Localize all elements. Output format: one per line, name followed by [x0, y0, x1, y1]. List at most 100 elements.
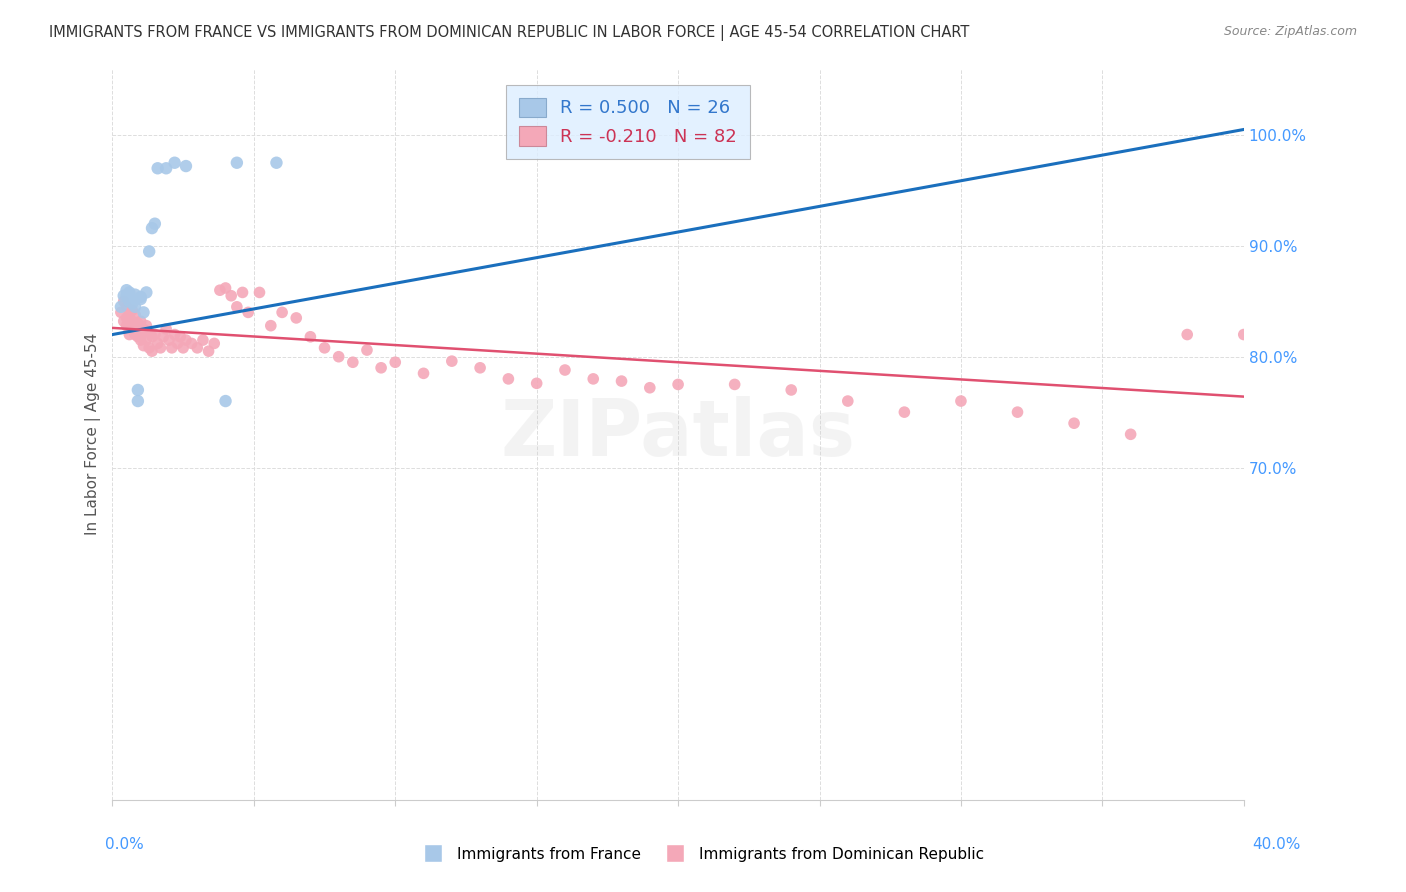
Text: ZIPatlas: ZIPatlas: [501, 396, 856, 472]
Point: [238, 305, 260, 319]
Point: [132, 305, 155, 319]
Point: [132, 338, 155, 352]
Point: [260, 318, 283, 333]
Point: [225, 155, 247, 169]
Point: [115, 300, 138, 314]
Point: [285, 310, 308, 325]
Point: [1007, 405, 1029, 419]
Point: [370, 360, 392, 375]
Point: [225, 300, 247, 314]
Point: [582, 372, 605, 386]
Point: [138, 244, 160, 259]
Point: [666, 377, 689, 392]
Point: [110, 305, 132, 319]
Point: [157, 333, 180, 347]
Point: [202, 336, 225, 351]
Point: [1119, 427, 1142, 442]
Point: [115, 318, 138, 333]
Point: [152, 330, 174, 344]
Point: [249, 285, 271, 300]
Point: [118, 294, 141, 309]
Point: [166, 336, 188, 351]
Point: [146, 336, 169, 351]
Point: [118, 317, 141, 331]
Point: [893, 405, 915, 419]
Point: [724, 377, 747, 392]
Point: [1233, 327, 1256, 342]
Point: [127, 317, 149, 331]
Point: [127, 394, 149, 409]
Point: [328, 350, 350, 364]
Point: [121, 303, 143, 318]
Point: [163, 327, 186, 342]
Point: [112, 294, 135, 309]
Point: [1175, 327, 1198, 342]
Text: Source: ZipAtlas.com: Source: ZipAtlas.com: [1223, 25, 1357, 38]
Point: [231, 285, 253, 300]
Point: [163, 155, 186, 169]
Point: [127, 330, 149, 344]
Point: [124, 327, 146, 342]
Point: [638, 381, 661, 395]
Point: [526, 376, 548, 391]
Point: [127, 383, 149, 397]
Point: [837, 394, 859, 409]
Legend: R = 0.500   N = 26, R = -0.210   N = 82: R = 0.500 N = 26, R = -0.210 N = 82: [506, 85, 749, 159]
Point: [135, 333, 157, 347]
Point: [440, 354, 463, 368]
Point: [118, 327, 141, 342]
Point: [780, 383, 803, 397]
Point: [138, 341, 160, 355]
Point: [554, 363, 576, 377]
Legend: Immigrants from France, Immigrants from Dominican Republic: Immigrants from France, Immigrants from …: [416, 840, 990, 868]
Point: [121, 322, 143, 336]
Point: [112, 289, 135, 303]
Text: IMMIGRANTS FROM FRANCE VS IMMIGRANTS FROM DOMINICAN REPUBLIC IN LABOR FORCE | AG: IMMIGRANTS FROM FRANCE VS IMMIGRANTS FRO…: [49, 25, 970, 41]
Point: [124, 287, 146, 301]
Point: [121, 314, 143, 328]
Y-axis label: In Labor Force | Age 45-54: In Labor Force | Age 45-54: [86, 334, 101, 535]
Text: 40.0%: 40.0%: [1253, 837, 1301, 852]
Point: [141, 221, 163, 235]
Point: [191, 333, 214, 347]
Point: [115, 310, 138, 325]
Point: [186, 341, 208, 355]
Point: [498, 372, 520, 386]
Point: [129, 290, 152, 304]
Point: [219, 289, 242, 303]
Point: [124, 308, 146, 322]
Point: [135, 285, 157, 300]
Point: [115, 283, 138, 297]
Point: [124, 318, 146, 333]
Point: [129, 314, 152, 328]
Point: [143, 217, 166, 231]
Point: [141, 330, 163, 344]
Point: [146, 161, 169, 176]
Point: [180, 336, 202, 351]
Point: [121, 292, 143, 306]
Point: [356, 343, 378, 357]
Point: [214, 281, 236, 295]
Point: [115, 289, 138, 303]
Point: [118, 285, 141, 300]
Point: [135, 318, 157, 333]
Point: [149, 341, 172, 355]
Point: [1063, 416, 1085, 430]
Point: [110, 300, 132, 314]
Point: [143, 327, 166, 342]
Point: [610, 374, 633, 388]
Point: [299, 330, 322, 344]
Point: [155, 322, 177, 336]
Point: [129, 333, 152, 347]
Point: [112, 314, 135, 328]
Point: [271, 305, 294, 319]
Point: [342, 355, 364, 369]
Point: [132, 322, 155, 336]
Point: [118, 308, 141, 322]
Point: [169, 330, 191, 344]
Point: [949, 394, 972, 409]
Point: [129, 292, 152, 306]
Text: 0.0%: 0.0%: [105, 837, 145, 852]
Point: [384, 355, 406, 369]
Point: [124, 300, 146, 314]
